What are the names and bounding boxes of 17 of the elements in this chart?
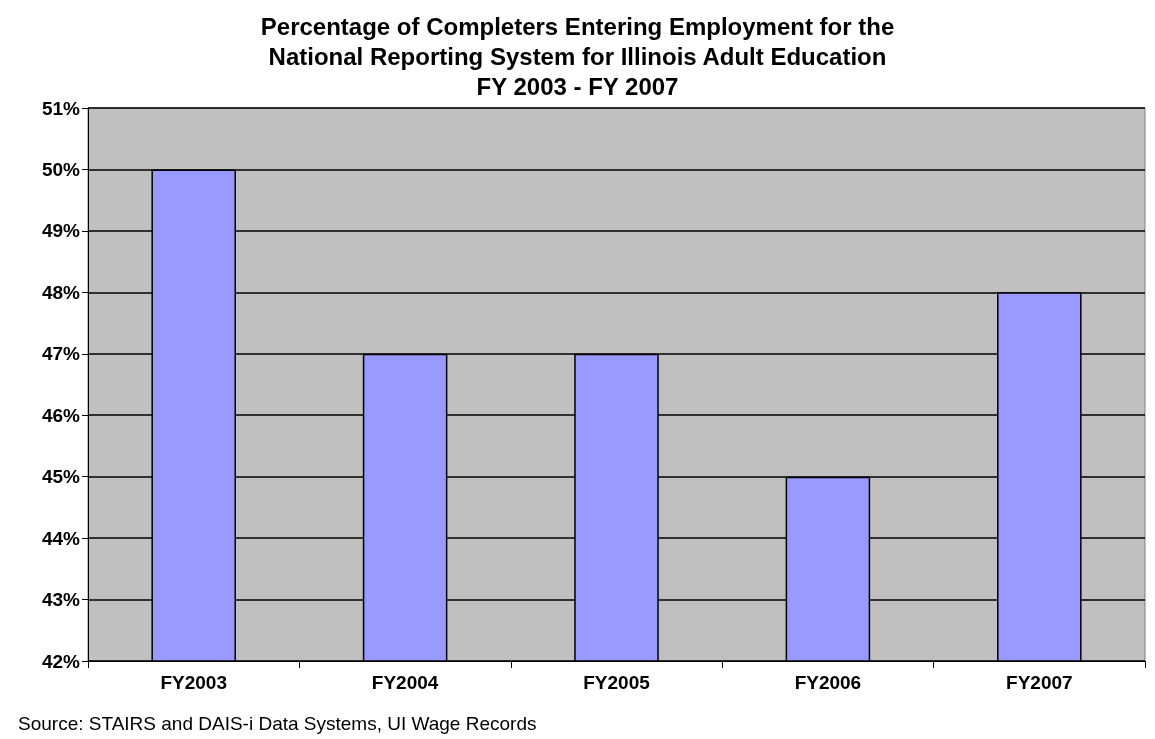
y-tick-label: 47% — [41, 343, 81, 365]
x-tick-label: FY2004 — [371, 672, 439, 693]
y-tick-label: 44% — [41, 527, 81, 549]
y-tick-label: 48% — [41, 281, 81, 303]
y-tick-label: 43% — [41, 589, 81, 611]
x-tick-label: FY2006 — [794, 672, 862, 693]
y-tick-label: 51% — [41, 97, 81, 119]
x-tick-label: FY2003 — [160, 672, 227, 693]
source-note: Source: STAIRS and DAIS-i Data Systems, UI Wage Records — [18, 713, 537, 734]
y-tick-label: 42% — [41, 650, 81, 672]
x-tick-label: FY2007 — [1006, 672, 1073, 693]
y-tick-label: 46% — [41, 404, 81, 426]
chart-title: Percentage of Completers Entering Employment for the National Reporting System for Illinois Adult Education FY 2003 - FY 2007 — [260, 12, 895, 100]
y-tick-label: 45% — [41, 466, 81, 488]
y-tick-label: 49% — [41, 220, 81, 242]
y-tick-label: 50% — [41, 158, 81, 180]
x-tick-label: FY2005 — [583, 672, 651, 693]
